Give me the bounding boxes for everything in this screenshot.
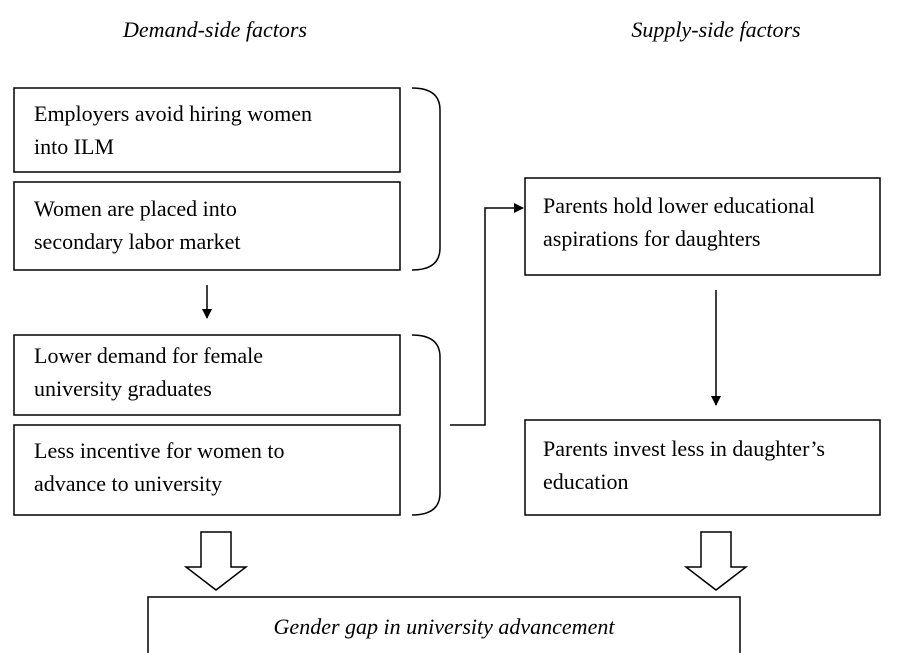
hollow-arrow: [183, 531, 249, 591]
label-line: advance to university: [34, 471, 222, 496]
box: [147, 596, 741, 653]
box: [524, 177, 881, 276]
node-label: Lower demand for female university gradua…: [34, 343, 263, 401]
node-label: Gender gap in university advancement: [274, 614, 616, 639]
label-line: secondary labor market: [34, 229, 240, 254]
label-line: university graduates: [34, 376, 212, 401]
node-label: Employers avoid hiring women into ILM: [34, 101, 312, 159]
box: [13, 87, 401, 173]
box: [13, 424, 401, 516]
heading: Supply-side factors: [631, 17, 800, 42]
node-label: Parents hold lower educational aspiration…: [543, 193, 815, 251]
bracket: [411, 334, 441, 516]
label-line: Gender gap in university advancement: [274, 614, 616, 639]
node-label: Women are placed into secondary labor mar…: [34, 196, 240, 254]
label-line: Parents hold lower educational: [543, 193, 815, 218]
label-line: into ILM: [34, 134, 114, 159]
label-line: education: [543, 469, 629, 494]
label-line: Employers avoid hiring women: [34, 101, 312, 126]
heading: Demand-side factors: [122, 17, 307, 42]
node-label: Parents invest less in daughter’s educati…: [543, 436, 825, 494]
label-line: aspirations for daughters: [543, 226, 761, 251]
box: [524, 419, 881, 516]
label-line: Women are placed into: [34, 196, 237, 221]
label-line: Parents invest less in daughter’s: [543, 436, 825, 461]
box: [13, 334, 401, 416]
label-line: Less incentive for women to: [34, 438, 285, 463]
box: [13, 181, 401, 271]
label-line: Lower demand for female: [34, 343, 263, 368]
bracket: [411, 87, 441, 271]
node-label: Less incentive for women to advance to un…: [34, 438, 285, 496]
hollow-arrow: [683, 531, 749, 591]
arrow: [450, 203, 524, 426]
